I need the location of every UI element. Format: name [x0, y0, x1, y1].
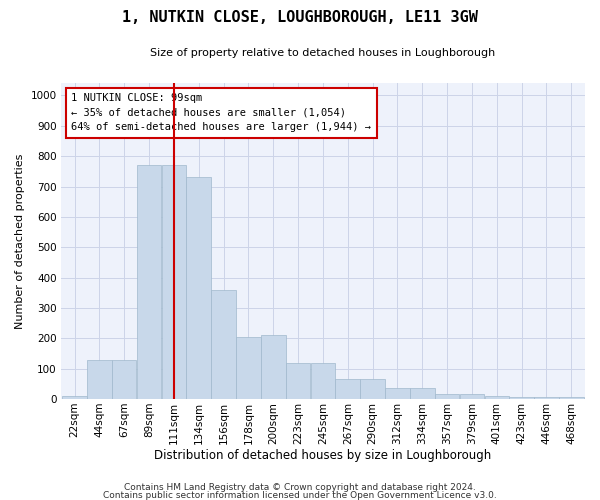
Text: Contains public sector information licensed under the Open Government Licence v3: Contains public sector information licen…: [103, 490, 497, 500]
Bar: [187, 178, 211, 399]
Bar: [534, 396, 559, 399]
Y-axis label: Number of detached properties: Number of detached properties: [15, 154, 25, 329]
Bar: [509, 396, 534, 399]
Bar: [460, 394, 484, 399]
Bar: [261, 336, 286, 399]
Bar: [410, 388, 434, 399]
Bar: [112, 360, 136, 399]
Bar: [311, 362, 335, 399]
Bar: [559, 397, 584, 399]
Bar: [361, 380, 385, 399]
X-axis label: Distribution of detached houses by size in Loughborough: Distribution of detached houses by size …: [154, 450, 491, 462]
Bar: [211, 290, 236, 399]
Bar: [485, 396, 509, 399]
Bar: [335, 380, 360, 399]
Text: 1 NUTKIN CLOSE: 99sqm
← 35% of detached houses are smaller (1,054)
64% of semi-d: 1 NUTKIN CLOSE: 99sqm ← 35% of detached …: [71, 93, 371, 132]
Bar: [62, 396, 87, 399]
Bar: [87, 360, 112, 399]
Bar: [236, 337, 260, 399]
Text: Contains HM Land Registry data © Crown copyright and database right 2024.: Contains HM Land Registry data © Crown c…: [124, 483, 476, 492]
Bar: [161, 166, 186, 399]
Bar: [137, 166, 161, 399]
Bar: [435, 394, 460, 399]
Text: 1, NUTKIN CLOSE, LOUGHBOROUGH, LE11 3GW: 1, NUTKIN CLOSE, LOUGHBOROUGH, LE11 3GW: [122, 10, 478, 25]
Bar: [286, 362, 310, 399]
Bar: [385, 388, 410, 399]
Title: Size of property relative to detached houses in Loughborough: Size of property relative to detached ho…: [150, 48, 496, 58]
